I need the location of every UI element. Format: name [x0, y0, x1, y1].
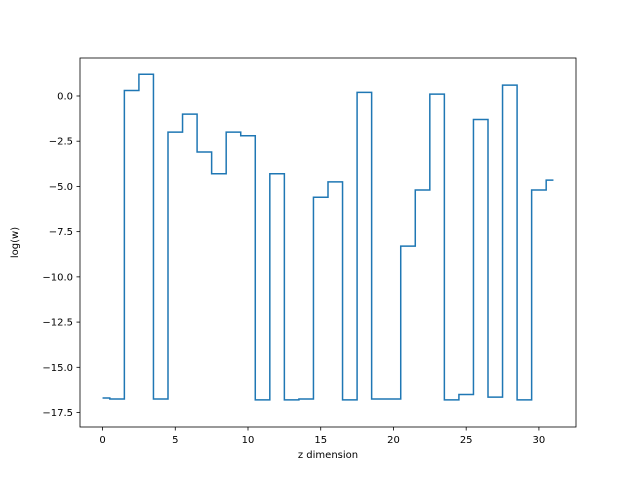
x-tick-label: 15 [314, 435, 327, 446]
plot-area [102, 73, 554, 401]
y-tick-label: 0.0 [57, 91, 73, 102]
x-tick-label: 20 [387, 435, 400, 446]
y-tick-label: −2.5 [49, 137, 73, 148]
y-tick-label: −5.0 [49, 182, 73, 193]
x-axis-label: z dimension [298, 450, 358, 461]
y-axis-label: log(w) [10, 227, 21, 258]
y-axis: −17.5 −15.0 −12.5 −10.0 −7.5 −5.0 −2.5 0.0 [42, 91, 80, 419]
x-tick-label: 30 [533, 435, 546, 446]
y-tick-label: −7.5 [49, 227, 73, 238]
axes-frame [79, 57, 577, 428]
x-tick-label: 25 [460, 435, 473, 446]
x-tick-label: 10 [242, 435, 255, 446]
series-line [102, 73, 554, 401]
x-axis: 0 5 10 15 20 25 30 [99, 427, 545, 446]
y-tick-label: −12.5 [42, 318, 73, 329]
y-tick-label: −10.0 [42, 272, 73, 283]
x-tick-label: 0 [99, 435, 105, 446]
x-tick-label: 5 [172, 435, 178, 446]
y-tick-label: −15.0 [42, 363, 73, 374]
y-tick-label: −17.5 [42, 408, 73, 419]
